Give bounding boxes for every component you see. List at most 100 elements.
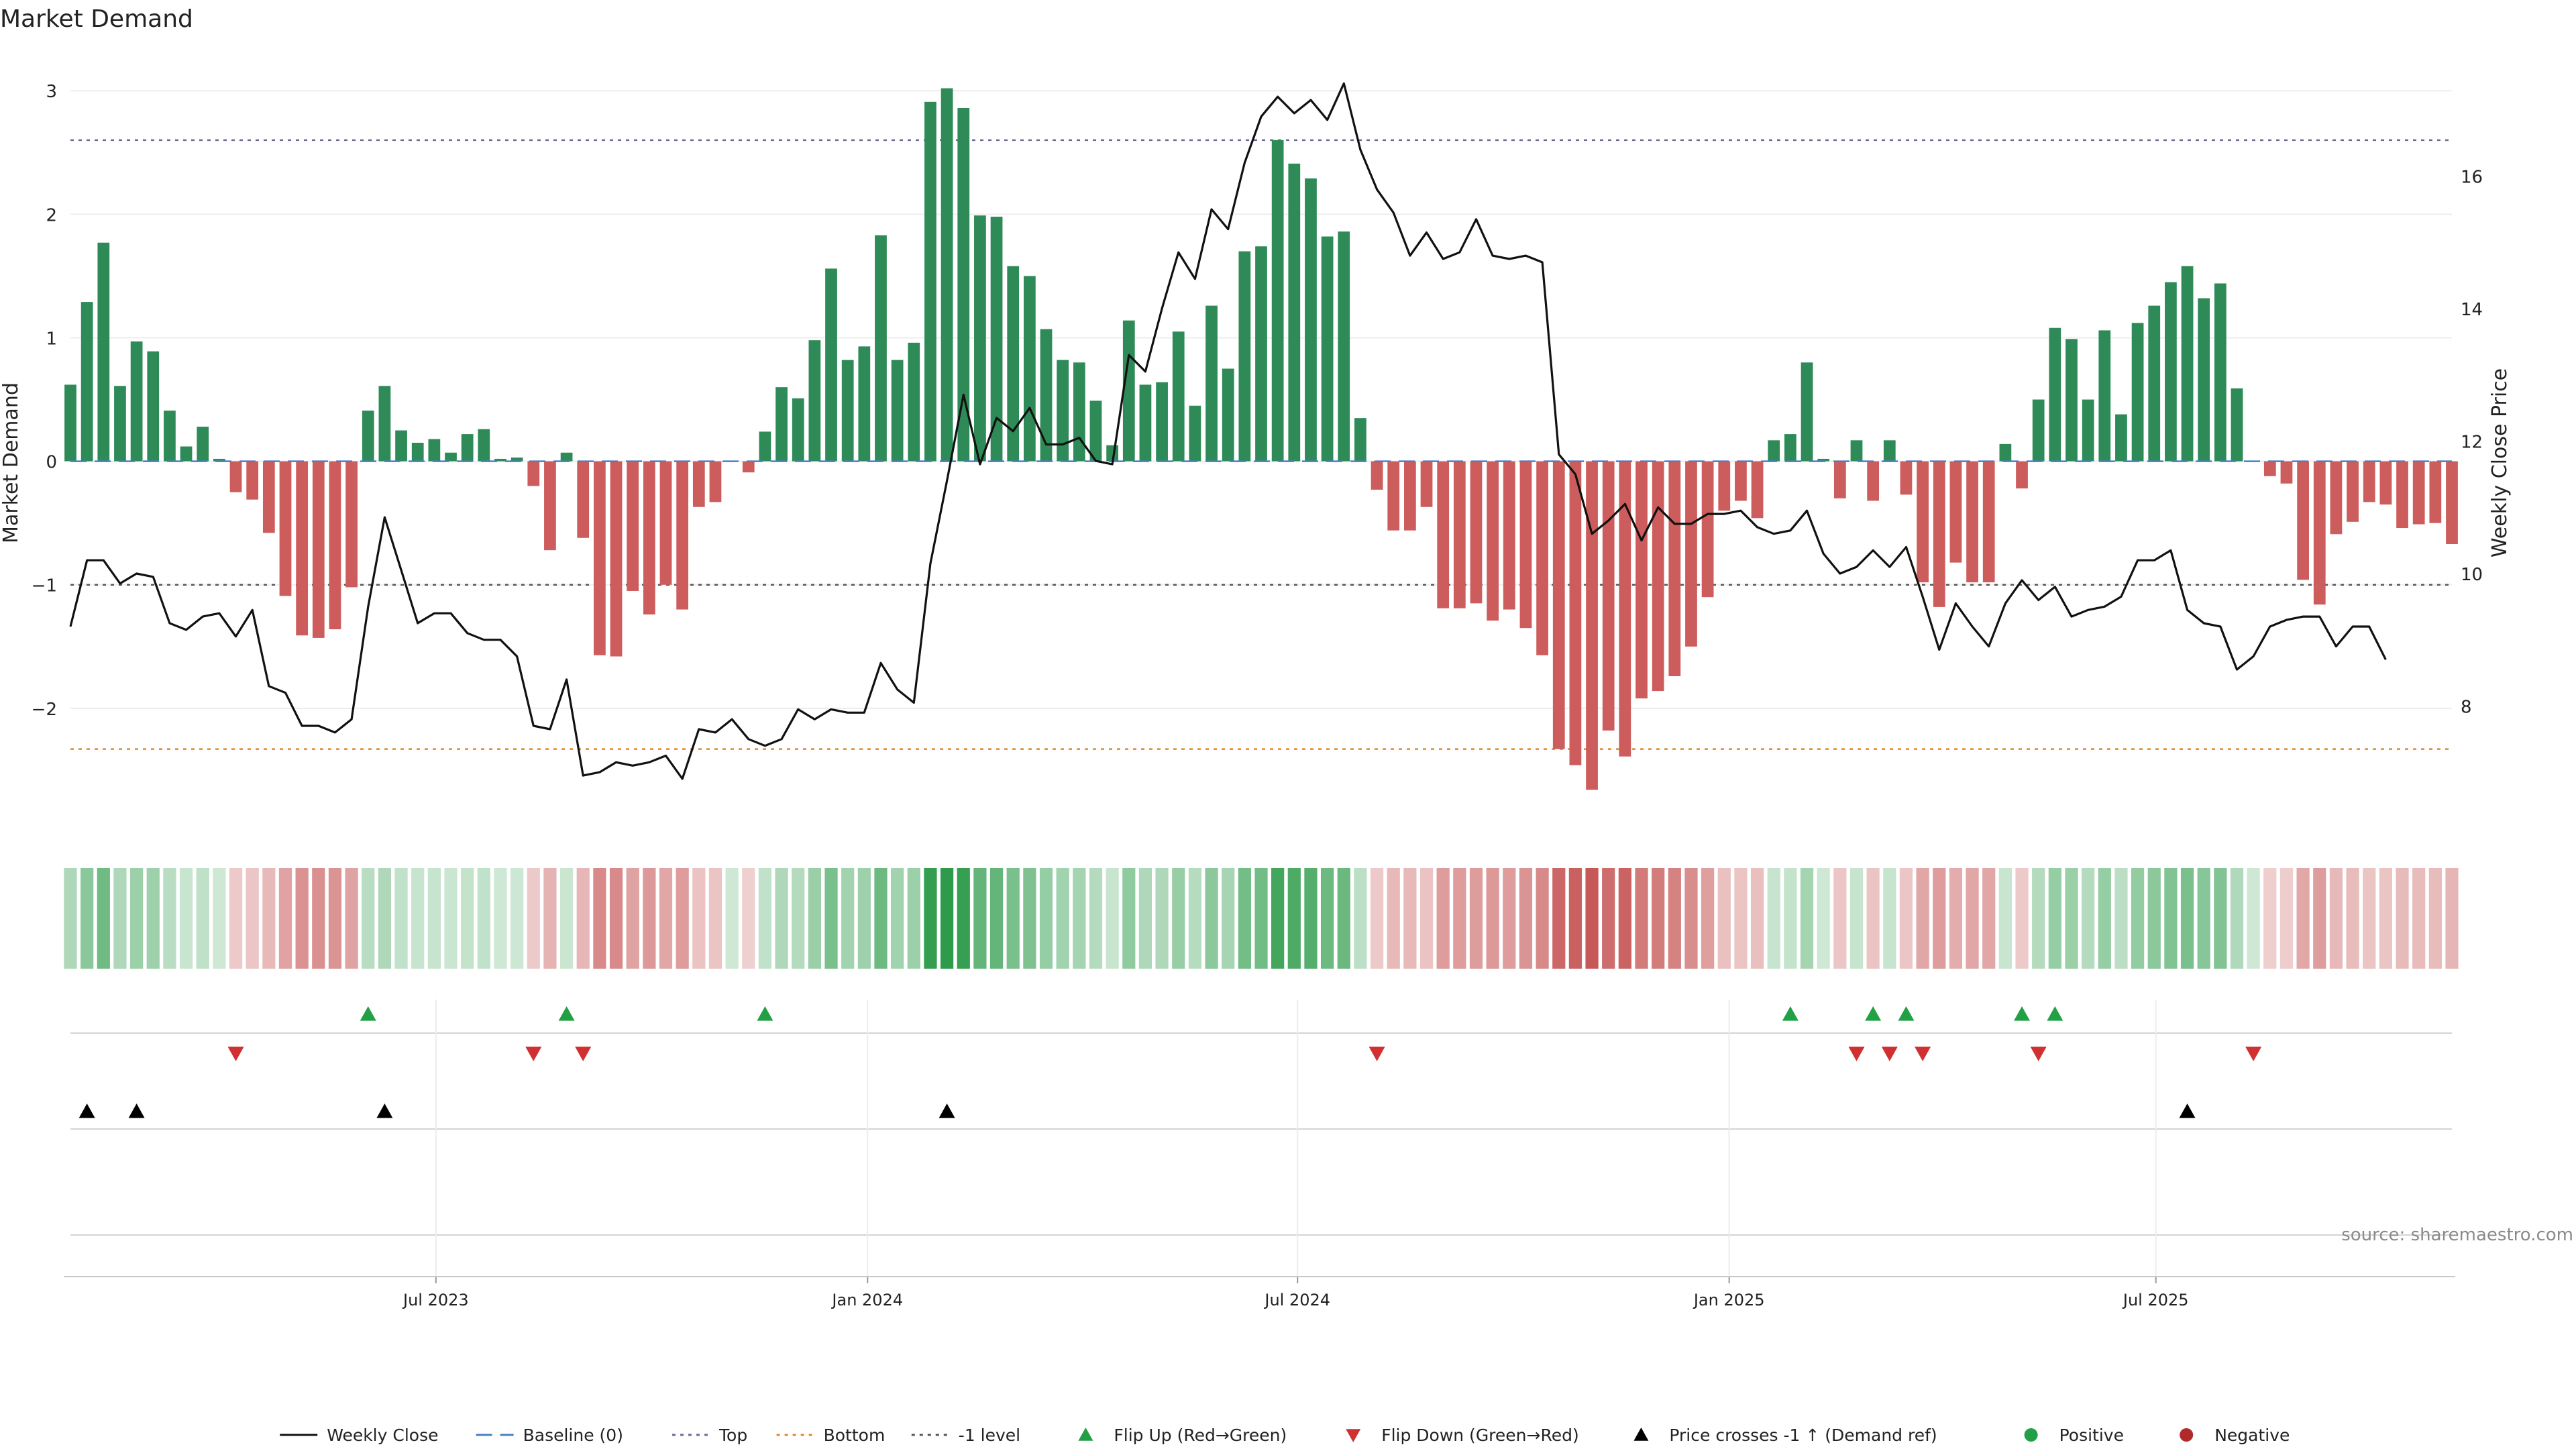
demand-bar <box>1933 461 1945 607</box>
demand-bar <box>2396 461 2408 529</box>
demand-bar <box>2347 461 2359 522</box>
legend-label: -1 level <box>959 1426 1020 1445</box>
heat-cell <box>1784 868 1797 969</box>
y-axis-label: Market Demand <box>0 382 23 543</box>
legend-item: Negative <box>2180 1426 2290 1445</box>
demand-bar <box>1139 384 1152 462</box>
price-cross-marker <box>938 1104 955 1118</box>
demand-bar <box>627 461 639 591</box>
demand-bar <box>1503 461 1515 610</box>
demand-bar <box>1883 440 1896 462</box>
y-tick-label: 2 <box>46 205 57 225</box>
demand-bar <box>808 340 821 462</box>
demand-bar <box>2198 298 2210 462</box>
demand-bar <box>610 461 623 657</box>
legend-item: Flip Up (Red→Green) <box>1078 1426 1287 1445</box>
demand-bar <box>1089 400 1102 462</box>
demand-bar <box>775 387 788 462</box>
heat-cell <box>2428 868 2442 969</box>
demand-bar <box>1833 461 1846 498</box>
heat-cell <box>2247 868 2260 969</box>
demand-bar <box>577 461 590 538</box>
heat-cell <box>2164 868 2178 969</box>
demand-bar <box>395 430 407 462</box>
heat-cell <box>857 868 871 969</box>
demand-bar <box>1817 458 1830 462</box>
demand-bar <box>1999 443 2012 462</box>
flip-marker-panel <box>70 1006 2452 1061</box>
heat-cell <box>2412 868 2426 969</box>
x-axis-ticks: Jul 2023 Jan 2024 Jul 2024 Jan 2025 Jul 2025 <box>402 1291 2189 1309</box>
demand-bar <box>1453 461 1466 608</box>
x-tick-label: Jul 2025 <box>2122 1291 2189 1309</box>
heat-cell <box>163 868 176 969</box>
heat-cell <box>1602 868 1615 969</box>
heat-cell <box>1056 868 1069 969</box>
heat-cell <box>1866 868 1880 969</box>
heat-cell <box>924 868 937 969</box>
x-tick-label: Jan 2025 <box>1693 1291 1765 1309</box>
demand-bar <box>1387 461 1400 531</box>
heat-cell <box>2346 868 2359 969</box>
demand-bar <box>411 443 424 462</box>
demand-bar <box>2412 461 2425 525</box>
demand-bar <box>2049 327 2061 462</box>
heat-cell <box>907 868 920 969</box>
heat-cell <box>1172 868 1185 969</box>
heat-cell <box>64 868 77 969</box>
demand-bar <box>114 386 126 462</box>
reference-levels <box>70 139 2452 750</box>
demand-bar <box>709 461 722 502</box>
demand-bar <box>1718 461 1731 511</box>
heat-cell <box>676 868 689 969</box>
heat-cell <box>1073 868 1086 969</box>
demand-bar <box>1519 461 1532 629</box>
heat-cell <box>1453 868 1466 969</box>
heat-cell <box>394 868 408 969</box>
heat-cell <box>725 868 739 969</box>
demand-bar <box>1255 246 1267 462</box>
demand-bar <box>461 434 474 462</box>
heat-cell <box>957 868 970 969</box>
heat-cell <box>841 868 855 969</box>
demand-bar <box>1189 405 1201 462</box>
flip-up-marker <box>1898 1006 1915 1021</box>
heat-cell <box>444 868 458 969</box>
demand-bar <box>213 458 225 462</box>
heat-cell <box>229 868 243 969</box>
heat-cell <box>213 868 226 969</box>
demand-bar <box>246 461 259 500</box>
heat-cell <box>1403 868 1417 969</box>
left-axis-ticks: 3 2 1 0 −1 −2 <box>32 82 57 720</box>
y-tick-label: 1 <box>46 329 57 349</box>
demand-bar <box>378 386 391 462</box>
demand-bar <box>1420 461 1433 507</box>
heat-cell <box>179 868 193 969</box>
demand-bar <box>1321 236 1334 462</box>
demand-bar <box>2446 461 2458 544</box>
demand-bar <box>1652 461 1664 692</box>
heat-cell <box>758 868 772 969</box>
heat-cell <box>1982 868 1996 969</box>
heat-cell <box>1039 868 1053 969</box>
flip-down-markers <box>227 1046 2262 1061</box>
flip-up-marker <box>360 1006 376 1021</box>
legend-label: Weekly Close <box>327 1426 438 1445</box>
heat-cell <box>1750 868 1764 969</box>
heat-cell <box>345 868 358 969</box>
demand-bar <box>1354 418 1366 462</box>
demand-bar <box>1619 461 1631 757</box>
demand-bar <box>692 461 705 507</box>
flip-down-marker <box>227 1046 244 1061</box>
demand-bar <box>1172 331 1185 462</box>
heat-cell <box>2131 868 2145 969</box>
heat-cell <box>692 868 706 969</box>
demand-bar <box>494 458 506 462</box>
demand-bar <box>1982 461 1995 583</box>
flip-up-marker <box>1782 1006 1799 1021</box>
heat-cell <box>494 868 507 969</box>
demand-bar <box>2429 461 2442 523</box>
legend-label: Negative <box>2214 1426 2290 1445</box>
flip-down-marker <box>1915 1046 1931 1061</box>
heat-cell <box>1155 868 1169 969</box>
